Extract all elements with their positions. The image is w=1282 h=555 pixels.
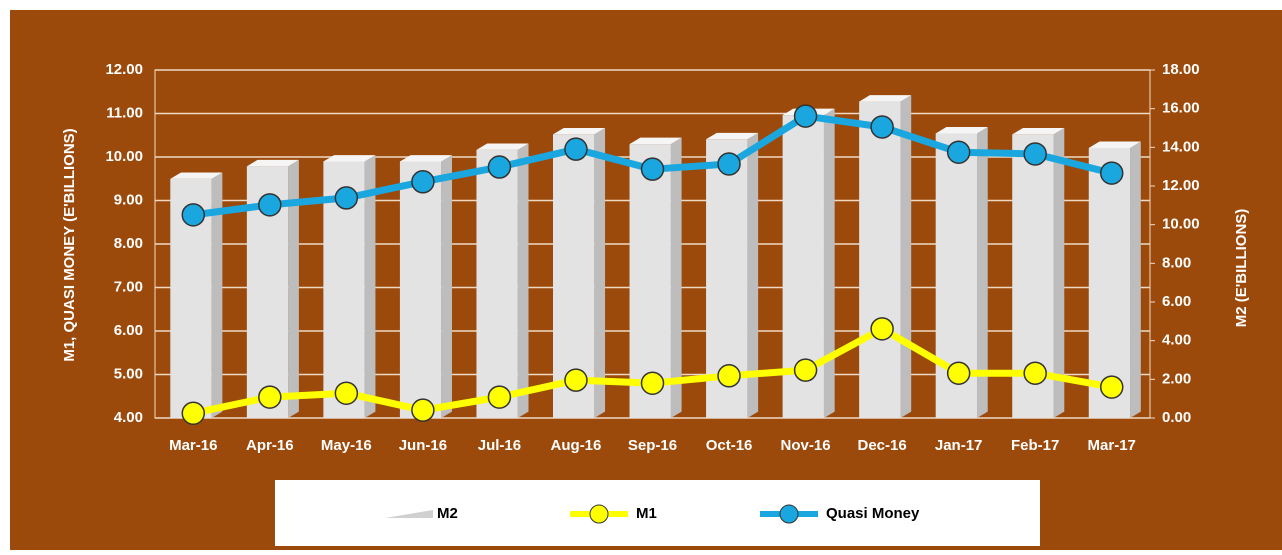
marker bbox=[334, 186, 359, 210]
marker bbox=[564, 137, 588, 161]
bar-side bbox=[823, 108, 835, 419]
marker bbox=[1099, 375, 1124, 399]
x-tick-label: Apr-16 bbox=[246, 437, 294, 454]
bar-side bbox=[900, 95, 912, 418]
y-tick-label: 9.00 bbox=[114, 191, 143, 208]
bar-top bbox=[553, 128, 606, 135]
marker bbox=[487, 385, 512, 409]
y-tick-label: 10.00 bbox=[105, 148, 143, 165]
marker bbox=[411, 170, 435, 194]
marker bbox=[640, 371, 665, 395]
y-tick-label: 7.00 bbox=[114, 278, 143, 295]
marker bbox=[334, 381, 359, 405]
y-axis-label: M1, QUASI MONEY (E'BILLIONS) bbox=[61, 128, 78, 361]
marker bbox=[870, 115, 894, 139]
marker bbox=[870, 317, 894, 341]
legend-marker bbox=[589, 504, 609, 524]
bar-side bbox=[977, 127, 988, 419]
marker bbox=[717, 364, 741, 388]
marker bbox=[717, 152, 741, 176]
bar-side bbox=[1130, 141, 1141, 419]
x-tick-label: May-16 bbox=[321, 437, 372, 454]
y2-tick-label: 12.00 bbox=[1162, 177, 1200, 194]
y2-tick-label: 2.00 bbox=[1162, 370, 1191, 387]
bar bbox=[1088, 147, 1131, 418]
marker bbox=[258, 193, 282, 217]
marker bbox=[793, 358, 818, 382]
marker bbox=[793, 104, 818, 128]
marker bbox=[946, 140, 971, 164]
marker bbox=[487, 155, 512, 179]
y-tick-label: 8.00 bbox=[114, 235, 143, 252]
x-tick-label: Aug-16 bbox=[551, 437, 602, 454]
y2-tick-label: 10.00 bbox=[1162, 216, 1200, 233]
marker bbox=[181, 401, 206, 425]
bar-top bbox=[323, 155, 376, 162]
bar-side bbox=[211, 172, 223, 418]
bar-top bbox=[1088, 141, 1141, 148]
bar-side bbox=[1053, 128, 1065, 418]
legend-label: M2 bbox=[437, 505, 458, 522]
x-tick-label: Sep-16 bbox=[628, 437, 677, 454]
y2-tick-label: 4.00 bbox=[1162, 332, 1191, 349]
bar-top bbox=[170, 172, 223, 179]
y-tick-label: 11.00 bbox=[106, 104, 143, 121]
legend-label: M1 bbox=[636, 505, 657, 522]
legend-label: Quasi Money bbox=[826, 505, 920, 522]
marker bbox=[411, 398, 435, 422]
marker bbox=[1023, 361, 1047, 385]
y2-tick-label: 18.00 bbox=[1162, 61, 1200, 78]
marker bbox=[181, 203, 206, 227]
y2-axis-label: M2 (E'BILLIONS) bbox=[1233, 209, 1250, 328]
bar-top bbox=[935, 127, 988, 134]
x-tick-label: Jul-16 bbox=[478, 437, 521, 454]
marker bbox=[640, 157, 665, 181]
x-tick-label: Jan-17 bbox=[935, 437, 983, 454]
x-tick-label: Mar-16 bbox=[169, 437, 217, 454]
bar-side bbox=[747, 132, 759, 419]
marker bbox=[1023, 142, 1047, 166]
bar-top bbox=[399, 155, 452, 162]
marker bbox=[564, 368, 588, 392]
y2-tick-label: 8.00 bbox=[1162, 254, 1191, 271]
bar-top bbox=[476, 143, 529, 150]
marker bbox=[258, 385, 282, 409]
marker bbox=[1099, 161, 1124, 185]
bar-side bbox=[517, 143, 529, 418]
bar bbox=[476, 149, 518, 418]
legend-swatch bbox=[385, 510, 433, 518]
x-tick-label: Dec-16 bbox=[858, 437, 907, 454]
bar-side bbox=[670, 137, 682, 418]
y2-tick-label: 6.00 bbox=[1162, 293, 1191, 310]
y2-tick-label: 14.00 bbox=[1162, 138, 1200, 155]
bar-top bbox=[706, 132, 759, 140]
y-tick-label: 6.00 bbox=[114, 322, 143, 339]
y-tick-label: 4.00 bbox=[114, 409, 143, 426]
bar bbox=[859, 101, 901, 418]
legend-marker bbox=[779, 504, 799, 524]
legend-box bbox=[275, 480, 1040, 546]
y2-tick-label: 16.00 bbox=[1162, 100, 1200, 117]
bar-top bbox=[859, 95, 912, 102]
bar-side bbox=[441, 155, 452, 419]
y2-tick-label: 0.00 bbox=[1162, 409, 1191, 426]
y-tick-label: 12.00 bbox=[105, 61, 143, 78]
x-tick-label: Mar-17 bbox=[1088, 437, 1136, 454]
x-tick-label: Feb-17 bbox=[1011, 437, 1059, 454]
x-tick-label: Oct-16 bbox=[706, 437, 753, 454]
bar bbox=[399, 161, 442, 418]
x-tick-label: Nov-16 bbox=[781, 437, 831, 454]
y-tick-label: 5.00 bbox=[114, 365, 143, 382]
bar-top bbox=[246, 159, 299, 167]
bar-top bbox=[1012, 128, 1065, 135]
bar-side bbox=[364, 155, 376, 419]
bar-top bbox=[629, 137, 682, 145]
bar-side bbox=[288, 159, 299, 418]
marker bbox=[946, 361, 971, 385]
bar-side bbox=[594, 128, 606, 418]
x-tick-label: Jun-16 bbox=[399, 437, 447, 454]
